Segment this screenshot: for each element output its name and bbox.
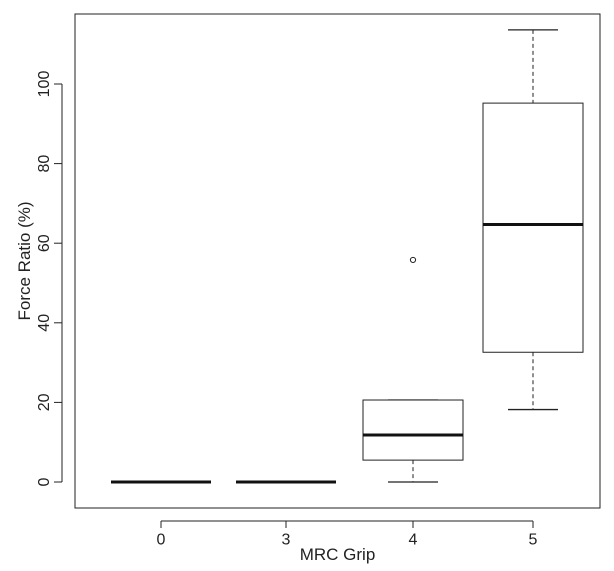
x-tick-label: 4 <box>409 531 418 548</box>
x-tick-label: 5 <box>529 531 538 548</box>
y-tick-label: 0 <box>36 477 53 486</box>
y-tick-label: 60 <box>36 234 53 252</box>
x-axis-title: MRC Grip <box>300 545 376 564</box>
outlier-point <box>409 256 417 264</box>
y-axis: 0 20 40 60 80 100 <box>36 71 63 486</box>
x-tick-label: 3 <box>282 531 291 548</box>
box-group-5 <box>482 29 584 411</box>
box-iqr <box>362 399 464 461</box>
box-iqr <box>482 102 584 353</box>
y-tick-label: 40 <box>36 314 53 332</box>
y-tick-label: 20 <box>36 393 53 411</box>
y-axis-title: Force Ratio (%) <box>15 201 34 320</box>
box-group-4 <box>362 256 464 483</box>
y-tick-label: 80 <box>36 155 53 173</box>
x-axis: 0 3 4 5 <box>157 520 538 548</box>
y-tick-label: 100 <box>36 71 53 98</box>
x-tick-label: 0 <box>157 531 166 548</box>
boxes <box>111 29 584 484</box>
plot-frame <box>74 13 601 509</box>
